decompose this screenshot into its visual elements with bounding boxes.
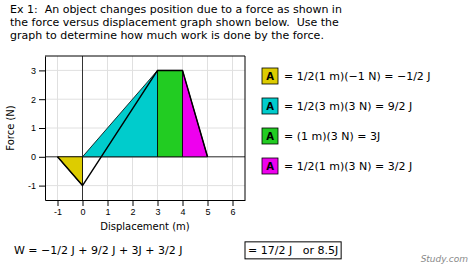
tick-label: -1 — [28, 181, 36, 191]
annotation-box — [262, 128, 278, 144]
annotation-box — [262, 98, 278, 114]
line — [58, 70, 208, 185]
frame-top — [45, 56, 245, 57]
marks — [58, 70, 208, 185]
tick-label: 2 — [31, 95, 36, 105]
y-axis: -1 0 1 2 3 — [28, 57, 46, 201]
y-axis-label: Force (N) — [5, 105, 16, 151]
tick-label: 1 — [31, 123, 36, 133]
tick: 2 — [130, 200, 135, 217]
tick-label: 6 — [230, 207, 235, 217]
x-axis: -1 0 1 2 3 4 5 6 — [46, 200, 246, 217]
annotation: A = (1 m)(3 N) = 3J — [262, 128, 380, 144]
annotation-label: A — [266, 71, 274, 82]
annotation-text: = 1/2(3 m)(3 N) = 9/2 J — [284, 100, 412, 113]
tick-label: 0 — [80, 207, 85, 217]
tick-mark — [233, 200, 234, 206]
area — [158, 70, 183, 156]
tick: 2 — [31, 95, 45, 105]
tick: -1 — [28, 181, 45, 191]
total-result: = 17/2 J or 8.5J — [248, 244, 338, 257]
annotation-box — [262, 158, 278, 174]
title-line: graph to determine how much work is done… — [10, 29, 324, 42]
tick-label: -1 — [54, 207, 62, 217]
grid — [45, 56, 245, 200]
tick: -1 — [54, 200, 62, 217]
tick: 3 — [155, 200, 160, 217]
tick: 6 — [230, 200, 235, 217]
tick: 0 — [80, 200, 85, 217]
tick-mark — [108, 200, 109, 206]
annotation-label: A — [266, 101, 274, 112]
title-line: Ex 1: An object changes position due to … — [10, 3, 342, 16]
tick-mark — [39, 186, 45, 187]
tick-mark — [39, 99, 45, 100]
tick-mark — [39, 70, 45, 71]
tick-mark — [39, 157, 45, 158]
tick: 4 — [180, 200, 185, 217]
tick-mark — [39, 128, 45, 129]
tick-mark — [158, 200, 159, 206]
tick-mark — [133, 200, 134, 206]
tick-mark — [183, 200, 184, 206]
annotation-text: = 1/2(1 m)(3 N) = 3/2 J — [284, 160, 412, 173]
area — [83, 70, 158, 156]
annotation-text: = (1 m)(3 N) = 3J — [284, 130, 380, 143]
tick-mark — [208, 200, 209, 206]
tick-label: 3 — [155, 207, 160, 217]
watermark: Study.com — [421, 254, 469, 264]
total-equation: W = −1/2 J + 9/2 J + 3J + 3/2 J — [14, 244, 183, 257]
tick-label: 5 — [205, 207, 210, 217]
axis-line — [45, 57, 46, 201]
tick-label: 3 — [31, 66, 36, 76]
annotation-box — [262, 68, 278, 84]
tick-mark — [58, 200, 59, 206]
tick: 5 — [205, 200, 210, 217]
annotation-label: A — [266, 161, 274, 172]
frame-right — [245, 56, 246, 200]
tick-label: 1 — [105, 207, 110, 217]
chart: Ex 1: An object changes position due to … — [0, 0, 474, 266]
grid-line-y — [45, 70, 245, 71]
tick-label: 4 — [180, 207, 185, 217]
annotation: A = 1/2(1 m)(3 N) = 3/2 J — [262, 158, 412, 174]
tick-label: 0 — [31, 152, 36, 162]
title-line: the force versus displacement graph show… — [10, 16, 339, 29]
annotation-text: = 1/2(1 m)(−1 N) = −1/2 J — [284, 70, 431, 83]
result-box — [245, 242, 341, 259]
tick-mark — [83, 200, 84, 206]
grid-line-y — [45, 185, 245, 186]
annotation: A = 1/2(1 m)(−1 N) = −1/2 J — [262, 68, 431, 84]
annotation: A = 1/2(3 m)(3 N) = 9/2 J — [262, 98, 412, 114]
annotation-label: A — [266, 131, 274, 142]
tick: 0 — [31, 152, 45, 162]
x-axis-label: Displacement (m) — [100, 221, 190, 232]
tick: 1 — [105, 200, 110, 217]
tick-label: 2 — [130, 207, 135, 217]
tick: 3 — [31, 66, 45, 76]
tick: 1 — [31, 123, 45, 133]
title: Ex 1: An object changes position due to … — [10, 3, 342, 42]
axis-line — [46, 200, 246, 201]
